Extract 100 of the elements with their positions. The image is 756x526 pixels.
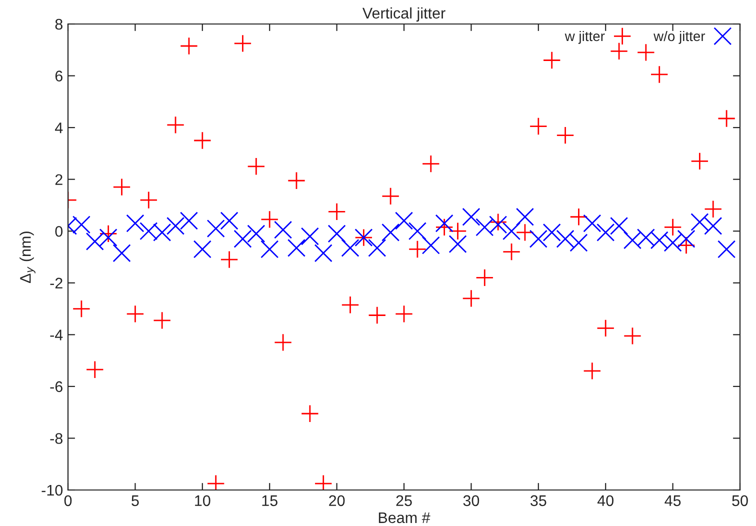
point [677, 230, 696, 248]
point [72, 216, 90, 234]
point [462, 208, 480, 226]
point [650, 65, 668, 84]
x-tick-label: 25 [396, 495, 412, 506]
point [516, 208, 534, 226]
legend-label: w/o jitter [654, 30, 706, 44]
x-tick-label: 5 [132, 495, 139, 506]
point [610, 42, 628, 60]
point [140, 191, 158, 210]
point [664, 234, 682, 252]
point [610, 216, 628, 235]
point [408, 222, 426, 240]
point [570, 208, 588, 226]
point [99, 224, 118, 243]
x-tick-label: 10 [195, 495, 210, 506]
point [99, 228, 118, 247]
point [448, 222, 467, 240]
point [570, 234, 588, 252]
point [274, 220, 292, 239]
point [382, 187, 400, 206]
x-tick-label: 15 [262, 495, 278, 506]
point [220, 212, 238, 230]
point [274, 333, 292, 352]
point [234, 230, 252, 248]
point [690, 152, 709, 170]
point [529, 117, 548, 136]
point [166, 216, 185, 235]
point [86, 360, 104, 379]
y-tick-label: 6 [55, 70, 62, 82]
x-tick-label: 20 [329, 495, 345, 506]
point [140, 222, 158, 240]
point [112, 178, 131, 196]
point [112, 244, 131, 262]
x-tick-label: 0 [64, 495, 72, 506]
point [247, 224, 266, 243]
point [623, 326, 642, 345]
point [382, 223, 400, 242]
point [623, 231, 642, 250]
point [583, 362, 602, 380]
point [516, 223, 534, 242]
point [394, 212, 414, 230]
y-tick-label: -8 [50, 433, 62, 444]
point [422, 154, 440, 173]
point [220, 250, 238, 269]
point [502, 222, 521, 240]
y-tick-label: -2 [50, 278, 62, 288]
point [718, 240, 736, 258]
point [300, 404, 319, 423]
point [476, 268, 494, 287]
y-tick-label: -4 [50, 330, 63, 340]
point [583, 214, 602, 232]
point [287, 238, 306, 257]
point [704, 216, 722, 235]
point [690, 213, 709, 232]
point [718, 109, 736, 128]
point [462, 289, 480, 308]
point [153, 311, 172, 330]
point [435, 214, 454, 232]
x-tick-label: 30 [463, 495, 480, 506]
y-tick-label: 4 [54, 122, 63, 134]
point [166, 116, 185, 134]
point [328, 224, 346, 243]
point [636, 43, 655, 62]
point [328, 202, 346, 221]
point [664, 218, 682, 236]
point [529, 230, 548, 248]
point [126, 304, 144, 323]
x-tick-label: 35 [530, 495, 546, 506]
point [704, 200, 722, 218]
point [300, 227, 319, 246]
point [448, 235, 467, 254]
point [636, 228, 655, 247]
point [86, 232, 104, 250]
x-tick-label: 45 [664, 495, 681, 506]
point [542, 51, 561, 70]
y-tick-label: -6 [50, 381, 62, 392]
point [476, 218, 494, 236]
y-axis-title: Δ$_{y}$ (nm) [20, 232, 36, 283]
point [180, 212, 198, 230]
y-tick-label: 0 [55, 226, 63, 237]
point [677, 236, 696, 254]
point [341, 296, 360, 314]
point [234, 34, 252, 52]
point [206, 219, 225, 238]
point [180, 36, 198, 56]
point [435, 218, 454, 236]
point [368, 306, 386, 324]
chart-title: Vertical jitter [362, 7, 446, 22]
x-axis-title: Beam # [378, 512, 430, 524]
point [287, 172, 306, 190]
point [206, 474, 225, 490]
point [650, 231, 668, 250]
point [556, 126, 574, 144]
point [542, 223, 561, 242]
point [153, 223, 172, 242]
point [408, 240, 426, 258]
y-tick-label: 8 [55, 18, 62, 30]
y-tick-label: -10 [42, 484, 63, 496]
legend-label: w jitter [564, 30, 605, 44]
